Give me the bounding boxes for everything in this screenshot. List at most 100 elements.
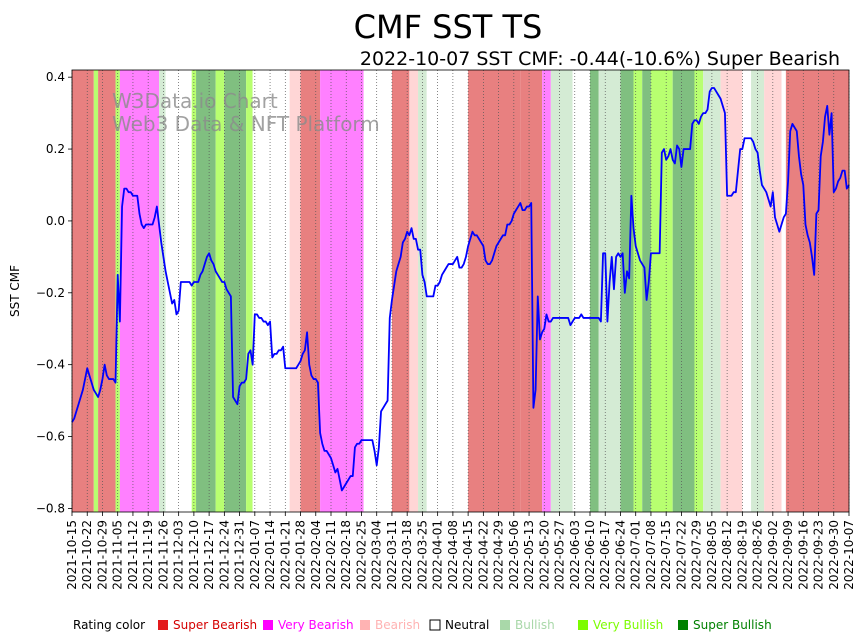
- rating-band-very-bullish: [650, 70, 673, 512]
- rating-band-neutral: [172, 70, 192, 512]
- y-tick-label: 0.4: [46, 70, 65, 84]
- y-tick-label: −0.8: [36, 501, 65, 515]
- plot-frame: [71, 69, 850, 513]
- x-tick-label: 2022-04-29: [492, 520, 506, 590]
- x-tick-label: 2021-12-10: [187, 520, 201, 590]
- legend-label-super-bullish: Super Bullish: [693, 618, 772, 632]
- rating-band-super-bullish: [224, 70, 247, 512]
- x-tick-label: 2021-10-15: [65, 520, 79, 590]
- rating-band-very-bullish: [246, 70, 253, 512]
- watermark-line-1: W3Data.io Chart: [112, 89, 278, 113]
- rating-band-very-bullish: [215, 70, 225, 512]
- x-tick-label: 2021-11-05: [111, 520, 125, 590]
- x-tick-label: 2021-12-24: [217, 520, 231, 590]
- rating-band-neutral: [572, 70, 590, 512]
- series-line-sst-cmf: [71, 87, 850, 492]
- rating-band-super-bullish: [672, 70, 695, 512]
- x-tick-label: 2022-04-08: [446, 520, 460, 590]
- rating-band-very-bearish: [320, 70, 364, 512]
- y-axis-label: SST CMF: [8, 265, 22, 317]
- x-tick-label: 2022-09-02: [766, 520, 780, 590]
- x-tick-label: 2022-05-20: [537, 520, 551, 590]
- x-tick-label: 2022-05-06: [507, 520, 521, 590]
- legend-swatch-bullish: [500, 620, 510, 630]
- legend: Rating color Super Bearish Very Bearish Be…: [73, 618, 772, 632]
- x-tick-label: 2022-01-14: [263, 520, 277, 590]
- legend-label-very-bearish: Very Bearish: [278, 618, 354, 632]
- x-tick-label: 2022-01-07: [248, 520, 262, 590]
- x-tick-label: 2022-02-25: [354, 520, 368, 590]
- rating-band-super-bullish: [196, 70, 216, 512]
- x-tick-label: 2021-11-19: [141, 520, 155, 590]
- rating-band-very-bearish: [119, 70, 160, 512]
- rating-band-neutral: [426, 70, 469, 512]
- rating-band-bullish: [550, 70, 573, 512]
- x-tick-label: 2022-02-18: [339, 520, 353, 590]
- y-axis: −0.8 −0.6 −0.4 −0.2 0.0 0.2 0.4: [36, 70, 72, 515]
- x-tick-label: 2022-07-08: [644, 520, 658, 590]
- rating-band-very-bearish: [542, 70, 551, 512]
- x-tick-label: 2021-10-22: [80, 520, 94, 590]
- y-tick-label: −0.2: [36, 286, 65, 300]
- x-tick-label: 2022-06-03: [568, 520, 582, 590]
- x-tick-label: 2021-11-12: [126, 520, 140, 590]
- legend-label-bearish: Bearish: [375, 618, 420, 632]
- rating-band-super-bearish: [520, 70, 543, 512]
- legend-label-neutral: Neutral: [445, 618, 489, 632]
- x-axis: 2021-10-15 2021-10-22 2021-10-29 2021-11-05…: [65, 512, 856, 590]
- x-tick-label: 2022-06-17: [598, 520, 612, 590]
- legend-label-super-bearish: Super Bearish: [173, 618, 257, 632]
- rating-band-bearish: [764, 70, 782, 512]
- x-tick-label: 2022-10-07: [842, 520, 856, 590]
- x-tick-label: 2022-05-27: [553, 520, 567, 590]
- rating-band-bullish: [159, 70, 166, 512]
- rating-band-very-bullish: [191, 70, 197, 512]
- x-tick-label: 2021-11-26: [156, 520, 170, 590]
- rating-band-very-bullish: [93, 70, 99, 512]
- rating-band-bullish: [703, 70, 721, 512]
- rating-band-neutral: [742, 70, 752, 512]
- x-tick-label: 2022-03-18: [400, 520, 414, 590]
- rating-band-neutral: [363, 70, 392, 512]
- chart-title: CMF SST TS: [354, 8, 543, 46]
- y-tick-label: −0.4: [36, 358, 65, 372]
- x-tick-label: 2021-10-29: [95, 520, 109, 590]
- x-tick-label: 2022-02-11: [324, 520, 338, 590]
- x-tick-label: 2022-08-26: [751, 520, 765, 590]
- x-tick-label: 2022-08-05: [705, 520, 719, 590]
- rating-band-bearish: [720, 70, 743, 512]
- rating-band-super-bearish: [391, 70, 410, 512]
- x-tick-label: 2022-07-22: [674, 520, 688, 590]
- x-tick-label: 2022-09-23: [812, 520, 826, 590]
- legend-swatch-bearish: [360, 620, 370, 630]
- x-tick-label: 2022-09-16: [796, 520, 810, 590]
- legend-heading: Rating color: [73, 618, 145, 632]
- series-group: [71, 87, 850, 492]
- rating-band-super-bearish: [98, 70, 116, 512]
- rating-band-super-bearish: [72, 70, 94, 512]
- legend-label-bullish: Bullish: [515, 618, 555, 632]
- rating-band-bearish: [409, 70, 419, 512]
- rating-band-super-bearish: [300, 70, 321, 512]
- rating-band-very-bullish: [694, 70, 704, 512]
- rating-band-very-bullish: [633, 70, 643, 512]
- x-tick-label: 2022-04-01: [431, 520, 445, 590]
- legend-swatch-super-bullish: [678, 620, 688, 630]
- legend-swatch-very-bearish: [263, 620, 273, 630]
- y-tick-label: 0.0: [46, 214, 65, 228]
- x-tick-label: 2022-08-19: [735, 520, 749, 590]
- x-tick-label: 2022-03-11: [385, 520, 399, 590]
- rating-band-bearish: [289, 70, 301, 512]
- x-tick-label: 2022-07-01: [629, 520, 643, 590]
- rating-bands: [72, 70, 849, 512]
- x-tick-label: 2022-05-13: [522, 520, 536, 590]
- y-tick-label: −0.6: [36, 430, 65, 444]
- x-tick-label: 2022-08-12: [720, 520, 734, 590]
- legend-swatch-super-bearish: [158, 620, 168, 630]
- legend-label-very-bullish: Very Bullish: [593, 618, 663, 632]
- x-tick-label: 2022-06-24: [613, 520, 627, 590]
- x-tick-label: 2022-07-15: [659, 520, 673, 590]
- x-tick-label: 2022-02-04: [309, 520, 323, 590]
- rating-band-bullish: [418, 70, 427, 512]
- rating-band-super-bearish: [468, 70, 521, 512]
